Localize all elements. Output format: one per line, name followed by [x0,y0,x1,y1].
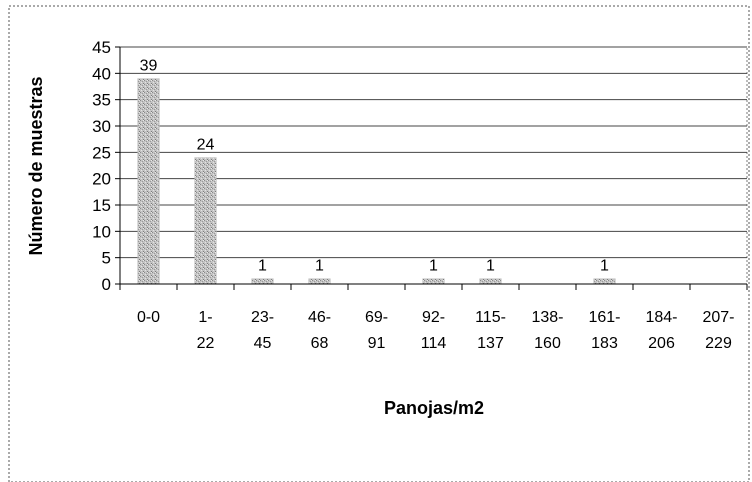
bar [137,78,160,285]
x-tick-label: 183 [591,335,618,352]
y-tick-label: 35 [92,91,111,110]
x-tick-label: 184- [645,309,677,326]
bar [593,278,616,285]
x-tick-label: 69- [365,309,388,326]
data-label: 1 [315,258,324,275]
x-tick-label: 138- [531,309,563,326]
x-tick-label: 92- [422,309,445,326]
gridlines [120,46,747,259]
y-tick-label: 45 [92,38,111,57]
bar [479,278,502,285]
x-tick-label: 45 [254,335,272,352]
bar [194,157,217,285]
data-label: 1 [258,258,267,275]
x-tick-label: 229 [705,335,732,352]
y-axis-title: Número de muestras [26,76,46,255]
y-tick-label: 30 [92,117,111,136]
bar [422,278,445,285]
bars [137,78,616,285]
x-tick-label: 91 [368,335,386,352]
x-tick-label: 22 [197,335,215,352]
data-label: 1 [429,258,438,275]
x-tick-label: 46- [308,309,331,326]
y-ticks: 0 5 10 15 20 25 30 35 40 45 [92,38,120,294]
y-tick-label: 0 [102,275,111,294]
x-tick-label: 114 [421,335,447,352]
y-tick-label: 15 [92,196,111,215]
bar [308,278,331,285]
x-axis-title: Panojas/m2 [384,398,484,418]
data-label: 24 [197,137,215,154]
data-label: 1 [486,258,495,275]
x-ticks: 0-0 1- 22 23- 45 46- 68 69- 91 92- 114 115- 137 138- 1… [119,284,748,352]
chart-border [8,5,750,482]
y-tick-label: 5 [102,249,111,268]
y-tick-label: 40 [92,64,111,83]
y-tick-label: 20 [92,170,111,189]
x-tick-label: 160 [534,335,561,352]
x-tick-label: 206 [648,335,675,352]
data-labels: 39 24 1 1 1 1 1 [140,58,609,275]
y-tick-label: 10 [92,222,111,241]
data-label: 39 [140,58,158,75]
x-tick-label: 1- [198,309,212,326]
x-tick-label: 161- [588,309,620,326]
data-label: 1 [600,258,609,275]
bar [251,278,274,285]
x-tick-label: 68 [311,335,329,352]
x-tick-label: 115- [475,309,506,326]
x-tick-label: 0-0 [137,309,160,326]
x-tick-label: 23- [251,309,274,326]
y-tick-label: 25 [92,143,111,162]
x-tick-label: 207- [702,309,734,326]
x-tick-label: 137 [477,335,504,352]
